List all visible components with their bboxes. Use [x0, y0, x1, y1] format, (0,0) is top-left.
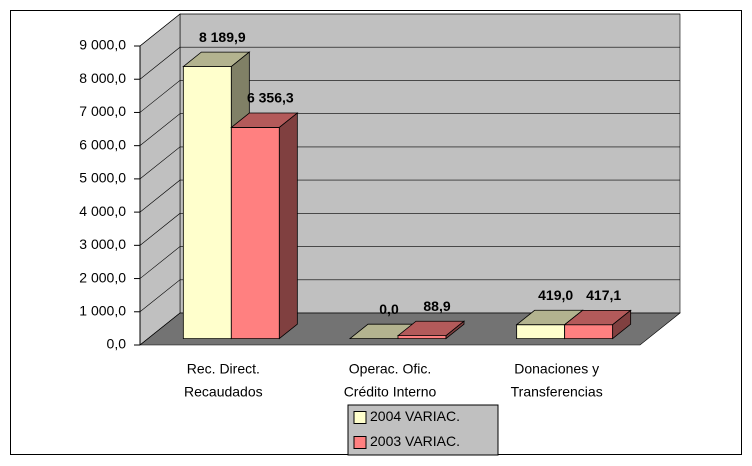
bar-front	[230, 127, 280, 340]
grid-line	[139, 46, 680, 80]
x-tick-label: Transferencias	[511, 384, 603, 400]
grid-line	[139, 80, 680, 113]
bar	[396, 320, 466, 340]
bar-front	[516, 324, 566, 340]
x-tick-label: Operac. Ofic.	[349, 361, 431, 377]
x-tick-label: Donaciones y	[514, 361, 599, 377]
y-tick-label: 0,0	[107, 336, 127, 352]
x-tick-label: Recaudados	[184, 384, 263, 400]
y-tick-label: 4 000,0	[79, 203, 126, 219]
y-tick-label: 1 000,0	[79, 302, 126, 318]
data-label: 419,0	[538, 287, 573, 303]
bar-front	[182, 66, 232, 340]
bar-front	[397, 335, 447, 340]
bar-side	[612, 309, 632, 340]
grid-line	[139, 312, 680, 346]
x-tick-label: Crédito Interno	[344, 384, 437, 400]
grid-line	[139, 146, 680, 180]
y-tick-label: 3 000,0	[79, 236, 126, 252]
x-tick-label: Rec. Direct.	[187, 361, 260, 377]
grid-line	[139, 246, 680, 279]
legend-swatch	[353, 411, 367, 424]
grid-line	[139, 13, 680, 47]
bar-side	[445, 320, 465, 340]
y-tick-label: 2 000,0	[79, 269, 126, 285]
data-label: 417,1	[586, 287, 621, 303]
data-label: 6 356,3	[247, 90, 294, 106]
grid-line	[139, 179, 680, 213]
side-wall	[139, 13, 181, 346]
y-tick-label: 7 000,0	[79, 103, 126, 119]
legend-swatch	[353, 436, 367, 449]
y-tick-label: 5 000,0	[79, 170, 126, 186]
y-tick-label: 8 000,0	[79, 70, 126, 86]
grid-line	[139, 113, 680, 146]
data-label: 0,0	[379, 301, 399, 317]
y-tick-label: 9 000,0	[79, 37, 126, 53]
y-tick-label: 6 000,0	[79, 136, 126, 152]
grid-line	[139, 279, 680, 313]
bar-side	[278, 112, 298, 340]
bar	[230, 112, 299, 340]
data-label: 88,9	[423, 298, 450, 314]
bar-front	[564, 324, 614, 340]
legend-box	[347, 404, 499, 456]
grid-line	[139, 213, 680, 246]
data-label: 8 189,9	[199, 29, 246, 45]
legend-label: 2004 VARIAC.	[370, 408, 460, 424]
legend-label: 2003 VARIAC.	[370, 433, 460, 449]
bar	[563, 309, 632, 340]
